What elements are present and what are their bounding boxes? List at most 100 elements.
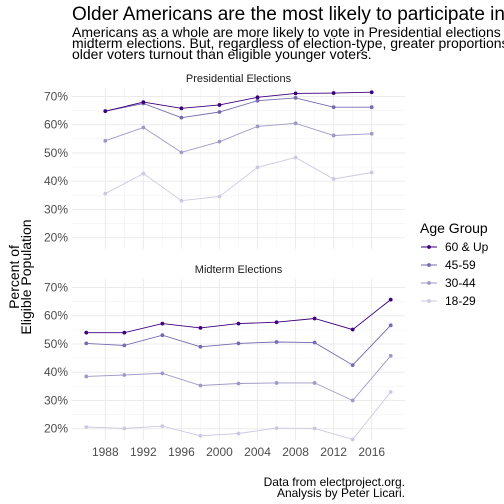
data-point <box>293 121 298 126</box>
data-point <box>388 390 393 394</box>
series-line <box>105 97 372 119</box>
y-tick-label: 50% <box>44 337 68 351</box>
legend-title: Age Group <box>420 220 488 236</box>
data-point <box>350 363 355 368</box>
data-point <box>122 426 127 431</box>
y-tick-label: 60% <box>44 118 68 132</box>
data-point <box>84 330 89 335</box>
data-point <box>274 381 279 385</box>
legend-key-point <box>427 281 431 285</box>
data-point <box>331 177 336 181</box>
y-tick-label: 20% <box>44 422 68 436</box>
data-point <box>312 426 317 431</box>
x-tick-label: 2012 <box>320 445 347 459</box>
x-tick-label: 1988 <box>92 445 119 459</box>
legend-item: 30-44 <box>421 276 476 290</box>
chart-subtitle-line-3: older voters turnout than eligible young… <box>72 46 372 62</box>
series-18-29 <box>84 390 393 442</box>
data-point <box>293 95 298 100</box>
data-point <box>369 131 374 136</box>
data-point <box>293 155 298 160</box>
data-point <box>179 106 184 111</box>
y-tick-label: 70% <box>44 280 68 294</box>
data-point <box>84 341 89 346</box>
y-tick-label: 30% <box>44 393 68 407</box>
data-point <box>369 90 374 95</box>
data-point <box>255 98 260 103</box>
data-point <box>122 330 127 335</box>
data-point <box>141 125 146 130</box>
chart-subtitle-line-2: midterm elections. But, regardless of el… <box>72 35 504 51</box>
data-point <box>255 95 260 100</box>
data-point <box>350 327 355 332</box>
data-point <box>179 198 184 203</box>
y-tick-label: 40% <box>44 365 68 379</box>
data-point <box>255 165 260 170</box>
series-30-44 <box>103 121 374 155</box>
x-tick-label: 2008 <box>282 445 309 459</box>
data-point <box>84 374 89 379</box>
panel-presidential: Presidential Elections 20% 30% 40% 50% 60% 70% <box>44 73 405 249</box>
data-point <box>198 344 203 349</box>
data-point <box>274 426 279 431</box>
series-45-59 <box>84 323 393 368</box>
data-point <box>236 381 241 386</box>
data-point <box>198 325 203 330</box>
legend-label: 18-29 <box>445 294 476 308</box>
x-tick-label: 2016 <box>358 445 385 459</box>
data-point <box>103 191 108 196</box>
data-point <box>331 105 336 110</box>
data-point <box>179 115 184 120</box>
data-point <box>217 194 222 199</box>
data-point <box>160 333 165 338</box>
data-point <box>160 321 165 326</box>
x-tick-label: 2000 <box>206 445 233 459</box>
data-point <box>198 383 203 388</box>
series-18-29 <box>103 155 374 203</box>
facet-label: Midterm Elections <box>195 264 283 276</box>
data-point <box>331 133 336 138</box>
data-point <box>141 171 146 176</box>
data-point <box>236 341 241 346</box>
data-point <box>274 320 279 325</box>
data-point <box>122 343 127 348</box>
data-point <box>160 424 165 429</box>
facet-label: Presidential Elections <box>186 73 292 85</box>
facet-panels: Presidential Elections 20% 30% 40% 50% 60% 70%… <box>44 73 405 459</box>
data-point <box>236 321 241 326</box>
legend: Age Group 60 & Up 45-59 30-44 18-29 <box>420 220 489 308</box>
y-tick-label: 60% <box>44 309 68 323</box>
data-point <box>331 91 336 95</box>
legend-key-point <box>427 299 431 303</box>
legend-key-point <box>427 245 431 249</box>
data-point <box>312 340 317 345</box>
data-point <box>388 297 393 302</box>
data-point <box>103 109 108 114</box>
data-point <box>122 373 127 377</box>
y-tick-label: 50% <box>44 146 68 160</box>
data-point <box>388 353 393 358</box>
x-tick-label: 1996 <box>168 445 195 459</box>
x-tick-label: 2004 <box>244 445 271 459</box>
legend-item: 60 & Up <box>421 240 489 254</box>
caption-line-1: Data from electproject.org. <box>264 475 405 489</box>
data-point <box>160 371 165 376</box>
data-point <box>350 437 355 442</box>
series-line <box>105 91 372 112</box>
data-point <box>141 100 146 105</box>
data-point <box>84 425 89 429</box>
data-point <box>388 323 393 328</box>
series-60-up <box>84 297 393 335</box>
legend-item: 45-59 <box>421 258 476 272</box>
y-axis-label-line-1: Percent of <box>6 245 22 309</box>
data-point <box>312 381 317 385</box>
data-point <box>293 91 298 96</box>
y-tick-label: 20% <box>44 231 68 245</box>
legend-item: 18-29 <box>421 294 476 308</box>
data-point <box>369 105 374 110</box>
legend-label: 60 & Up <box>445 240 489 254</box>
y-tick-label: 40% <box>44 174 68 188</box>
y-axis-label-line-2: Eligible Population <box>18 219 34 334</box>
series-30-44 <box>84 353 393 403</box>
